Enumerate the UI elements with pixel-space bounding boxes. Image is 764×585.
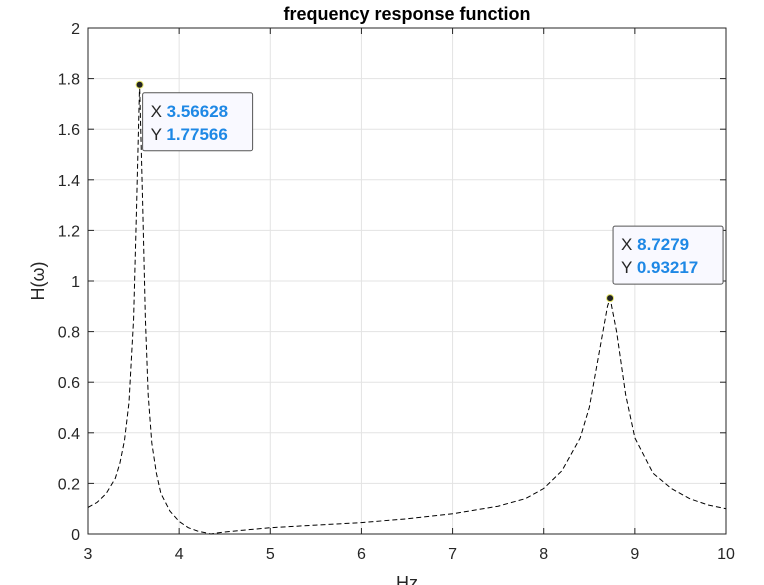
x-tick-label: 5 [266, 546, 275, 563]
datatip-box [612, 225, 724, 285]
x-tick-label: 3 [84, 546, 93, 563]
y-tick-label: 0.8 [58, 325, 80, 342]
datatip-marker [135, 80, 144, 89]
datatips: X 3.56628 Y 1.77566 X 8.7279 Y 0.93217 [135, 80, 724, 303]
y-tick-label: 2 [71, 21, 80, 38]
y-tick-label: 1.4 [58, 173, 80, 190]
y-tick-label: 1.6 [58, 122, 80, 139]
x-tick-label: 4 [175, 546, 184, 563]
datatip[interactable]: X 3.56628 Y 1.77566 [135, 80, 254, 152]
y-tick-label: 1 [71, 274, 80, 291]
datatip-y-row: Y 0.93217 [621, 258, 698, 277]
x-tick-label: 6 [357, 546, 366, 563]
y-tick-label: 0 [71, 527, 80, 544]
datatip-box [142, 92, 254, 152]
y-tick-labels: 0 0.2 0.4 0.6 0.8 1 1.2 1.4 1.6 1.8 2 [58, 21, 80, 544]
y-tick-label: 1.2 [58, 223, 80, 240]
y-tick-label: 0.6 [58, 375, 80, 392]
y-axis-label: H(ω) [28, 261, 48, 300]
x-axis-label: Hz [396, 573, 418, 585]
x-tick-label: 8 [539, 546, 548, 563]
x-tick-labels: 3 4 5 6 7 8 9 10 [84, 546, 735, 563]
chart-title: frequency response function [283, 4, 530, 24]
x-tick-label: 10 [717, 546, 735, 563]
y-tick-label: 0.4 [58, 426, 80, 443]
x-tick-label: 7 [448, 546, 457, 563]
datatip[interactable]: X 8.7279 Y 0.93217 [606, 225, 724, 303]
x-tick-label: 9 [630, 546, 639, 563]
tick-marks [87, 27, 727, 535]
datatip-marker [606, 294, 615, 303]
y-tick-label: 1.8 [58, 72, 80, 89]
datatip-x-row: X 3.56628 [151, 102, 229, 121]
datatip-x-row: X 8.7279 [621, 235, 689, 254]
datatip-y-row: Y 1.77566 [151, 125, 228, 144]
y-tick-label: 0.2 [58, 476, 80, 493]
